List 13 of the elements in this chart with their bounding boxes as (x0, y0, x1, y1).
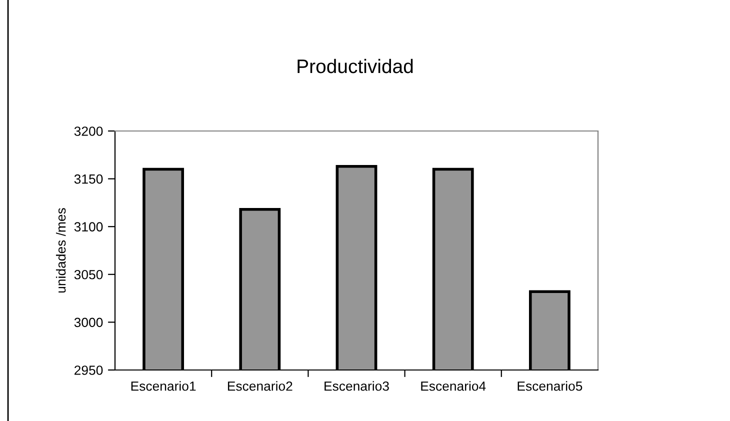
y-tick-label: 3150 (74, 174, 103, 184)
x-tick-label: Escenario5 (518, 381, 582, 391)
x-tick-label: Escenario4 (421, 381, 486, 391)
y-tick-label: 2950 (74, 366, 103, 375)
x-tick-label: Escenario2 (228, 381, 292, 391)
y-tick-label: 3000 (74, 318, 103, 328)
x-tick-label: Escenario3 (324, 381, 389, 391)
y-tick-label: 3200 (74, 126, 103, 136)
x-tick-label: Escenario1 (131, 381, 196, 391)
y-tick-label: 3100 (74, 222, 103, 232)
y-axis-title: unidades /mes (56, 208, 66, 293)
chart-title: Productividad (298, 58, 413, 74)
y-tick-label: 3050 (74, 270, 103, 280)
